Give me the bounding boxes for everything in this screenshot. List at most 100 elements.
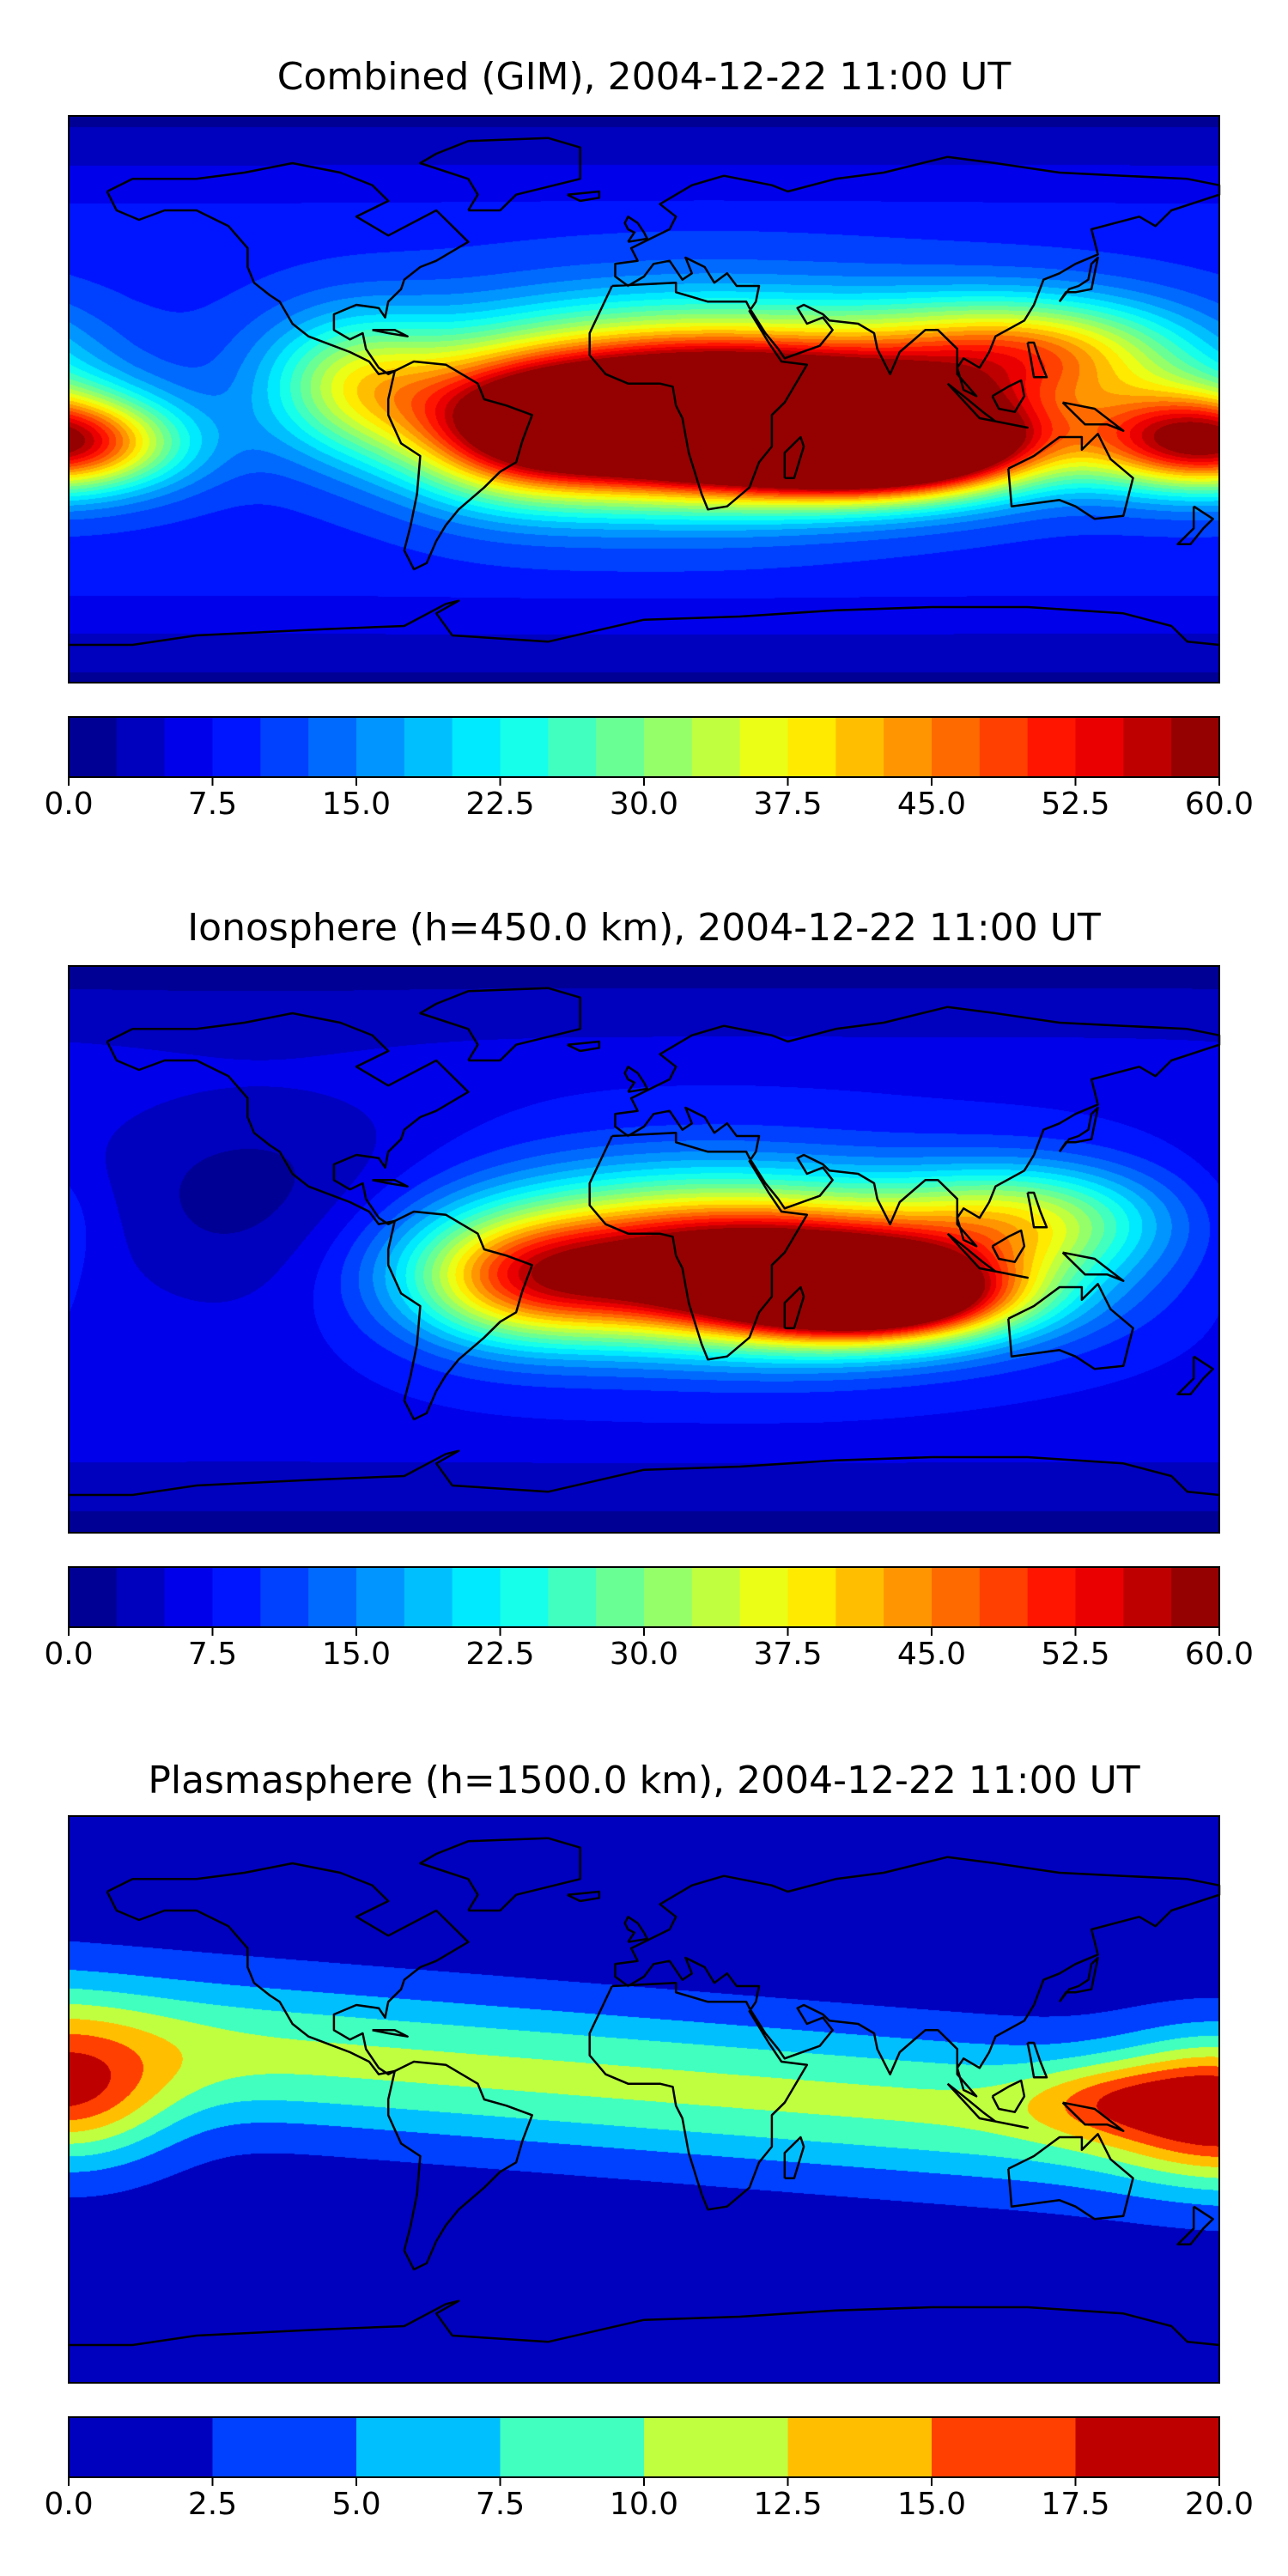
map-heatmap-combined — [69, 116, 1219, 683]
colorbar-tick-label: 45.0 — [897, 787, 966, 822]
panel-2-title: Ionosphere (h=450.0 km), 2004-12-22 11:0… — [187, 906, 1101, 950]
coastline-eurasia-africa — [588, 1005, 1221, 1361]
colorbar-tick-label: 37.5 — [753, 1637, 822, 1672]
coastline-south-america — [386, 2060, 533, 2271]
colorbar-segment — [884, 717, 933, 777]
coastline-madagascar — [783, 435, 805, 479]
coastline-nz — [1176, 505, 1214, 545]
colorbar-ticks-combined: 0.0 7.5 15.0 22.5 30.0 37.5 45.0 52.5 60.0 — [44, 777, 1254, 822]
colorbar-segment — [308, 1567, 357, 1627]
coastline-cuba — [372, 1179, 409, 1188]
colorbar-segment — [835, 1567, 884, 1627]
colorbar-segment — [212, 1567, 261, 1627]
coastline-madagascar — [783, 2136, 805, 2179]
coastline-iceland — [567, 1040, 601, 1053]
colorbar-segment — [69, 2417, 214, 2477]
coastline-uk — [623, 1916, 648, 1943]
coastline-philippines — [1026, 1191, 1048, 1229]
colorbar-segment — [212, 2417, 357, 2477]
coastline-borneo — [991, 1229, 1026, 1263]
colorbar-segment — [500, 717, 549, 777]
panel-ionosphere: Ionosphere (h=450.0 km), 2004-12-22 11:0… — [44, 906, 1254, 1672]
colorbar-combined — [68, 716, 1220, 778]
coastline-south-america — [386, 1210, 533, 1421]
colorbar-segment — [404, 1567, 453, 1627]
colorbar-segment — [404, 717, 453, 777]
coastline-north-america — [106, 1012, 470, 1225]
colorbar-segment — [260, 1567, 309, 1627]
colorbar-segment — [260, 717, 309, 777]
colorbar-ionosphere — [68, 1566, 1220, 1628]
colorbar-segment — [787, 717, 836, 777]
coastlines-plasmasphere — [69, 1837, 1221, 2347]
colorbar-tick-label: 22.5 — [465, 1637, 534, 1672]
colorbar-segment — [644, 1567, 693, 1627]
colorbar-segment — [356, 2417, 501, 2477]
coastline-greenland — [419, 987, 581, 1062]
colorbar-segment — [932, 2417, 1077, 2477]
coastline-new-guinea — [1061, 1251, 1125, 1282]
coastline-australia — [1007, 433, 1134, 520]
colorbar-segment — [691, 717, 741, 777]
coastline-japan — [1058, 1106, 1099, 1153]
coastlines-combined — [69, 137, 1221, 647]
colorbar-segment — [308, 717, 357, 777]
colorbar-segment — [548, 717, 597, 777]
colorbar-ticks-plasmasphere: 0.0 2.5 5.0 7.5 10.0 12.5 15.0 17.5 20.0 — [44, 2477, 1254, 2522]
panel-1-title: Combined (GIM), 2004-12-22 11:00 UT — [277, 55, 1012, 99]
coastline-new-guinea — [1061, 2101, 1125, 2132]
colorbar-tick-label: 15.0 — [897, 2487, 966, 2522]
colorbar-tick-label: 30.0 — [610, 787, 678, 822]
colorbar-segment — [500, 2417, 645, 2477]
coastline-north-america — [106, 1862, 470, 2075]
colorbar-tick-label: 60.0 — [1185, 787, 1254, 822]
coastline-cuba — [372, 329, 409, 337]
colorbar-segment — [356, 1567, 405, 1627]
colorbar-tick-label: 7.5 — [476, 2487, 525, 2522]
coastline-japan — [1058, 1956, 1099, 2003]
colorbar-tick-label: 7.5 — [188, 1637, 237, 1672]
coastline-philippines — [1026, 2041, 1048, 2079]
colorbar-tick-label: 15.0 — [322, 787, 391, 822]
colorbar-segment — [1027, 717, 1077, 777]
colorbar-segment — [932, 717, 981, 777]
coastline-australia — [1007, 2133, 1134, 2221]
colorbar-segment — [644, 717, 693, 777]
colorbar-tick-label: 2.5 — [188, 2487, 237, 2522]
colorbar-segment — [116, 717, 166, 777]
coastline-north-america — [106, 161, 470, 375]
colorbar-segment — [787, 1567, 836, 1627]
colorbar-tick-label: 20.0 — [1185, 2487, 1254, 2522]
coastline-iceland — [567, 190, 601, 203]
map-heatmap-plasmasphere — [69, 1816, 1219, 2383]
colorbar-segment — [979, 1567, 1029, 1627]
colorbar-tick-label: 10.0 — [610, 2487, 678, 2522]
coastline-nz — [1176, 1355, 1214, 1395]
colorbar-segment — [1075, 717, 1124, 777]
coastline-iceland — [567, 1890, 601, 1903]
colorbar-tick-label: 17.5 — [1041, 2487, 1109, 2522]
coastline-australia — [1007, 1283, 1134, 1370]
colorbar-segment — [1075, 1567, 1124, 1627]
colorbar-segment — [69, 717, 118, 777]
colorbar-segment — [116, 1567, 166, 1627]
coastline-indonesia — [946, 1232, 1029, 1279]
panel-plasmasphere: Plasmasphere (h=1500.0 km), 2004-12-22 1… — [44, 1759, 1254, 2522]
colorbar-tick-label: 45.0 — [897, 1637, 966, 1672]
colorbar-segment — [739, 717, 789, 777]
coastline-antarctica — [69, 599, 1220, 647]
colorbar-tick-label: 12.5 — [753, 2487, 822, 2522]
colorbar-tick-label: 60.0 — [1185, 1637, 1254, 1672]
coastline-antarctica — [69, 1449, 1220, 1497]
map-heatmap-ionosphere — [69, 966, 1219, 1533]
coastline-cuba — [372, 2029, 409, 2038]
colorbar-segment — [1123, 1567, 1172, 1627]
colorbar-segment — [691, 1567, 741, 1627]
panel-combined: Combined (GIM), 2004-12-22 11:00 UT 0.0 7… — [44, 55, 1254, 822]
panel-3-title: Plasmasphere (h=1500.0 km), 2004-12-22 1… — [148, 1759, 1139, 1802]
colorbar-segment — [356, 717, 405, 777]
coastline-indonesia — [946, 382, 1029, 429]
colorbar-segment — [1075, 2417, 1220, 2477]
coastlines-ionosphere — [69, 987, 1221, 1497]
coastline-indonesia — [946, 2082, 1029, 2129]
